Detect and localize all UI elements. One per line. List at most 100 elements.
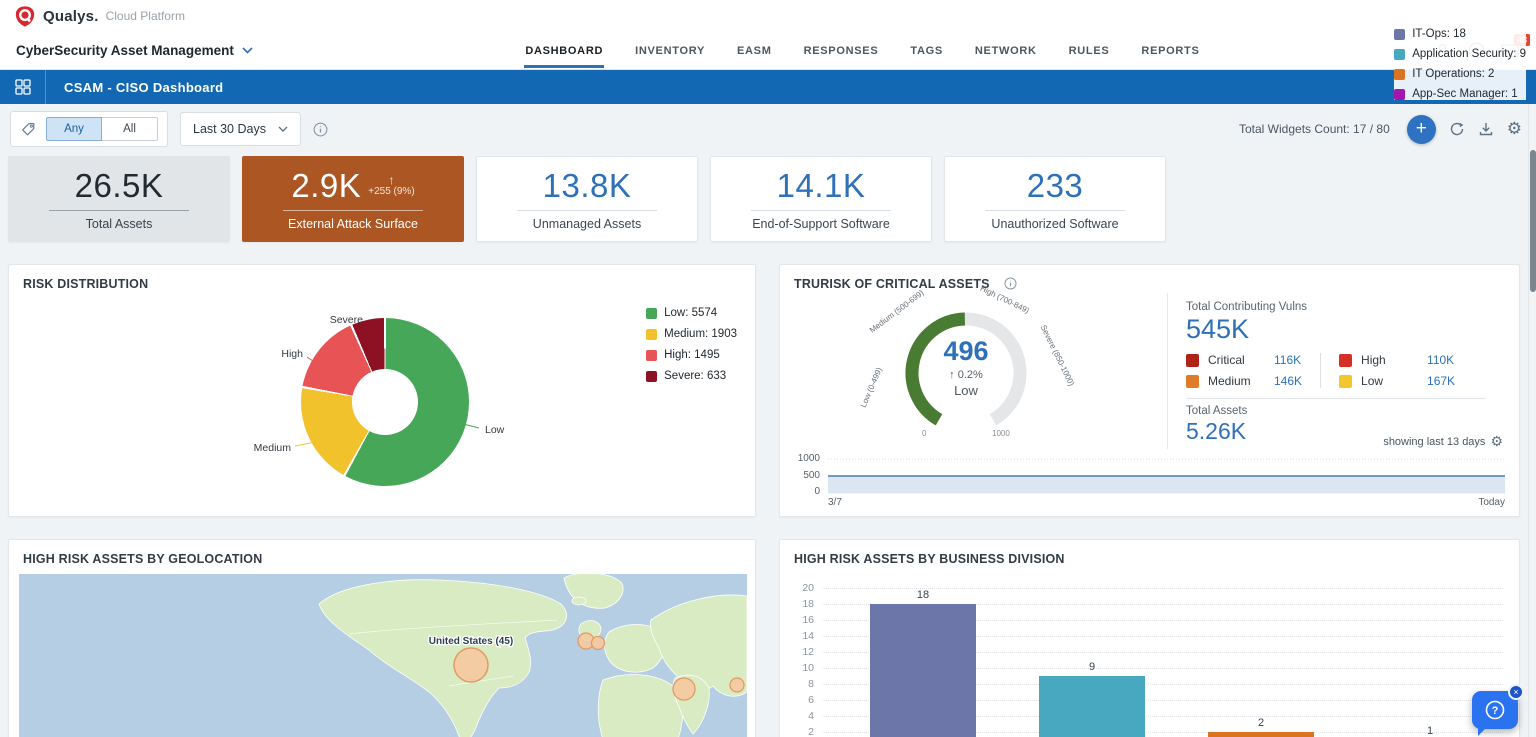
kpi-label: Total Assets (85, 217, 153, 231)
kpi-value: 13.8K (542, 167, 632, 204)
date-range-value: Last 30 Days (193, 122, 266, 136)
gridline (822, 620, 1503, 621)
risk-distribution-donut[interactable] (301, 318, 469, 486)
y-axis-tick: 10 (802, 662, 814, 674)
bar-it-ops[interactable] (870, 604, 976, 737)
showing-row: showing last 13 days ⚙ (1383, 433, 1503, 450)
kpi-end-of-support-software[interactable]: 14.1K End-of-Support Software (710, 156, 932, 242)
trurisk-gauge[interactable]: 496 ↑ 0.2% Low Low (0-499) Medium (500-6… (780, 284, 1167, 449)
vuln-legend-item: Medium 146K (1186, 374, 1302, 388)
bar-value-label: 9 (1088, 661, 1096, 673)
close-icon[interactable]: × (1508, 684, 1524, 700)
legend-swatch (646, 370, 658, 382)
legend-value: 146K (1274, 374, 1303, 388)
toolbar: Any All Last 30 Days Total Widgets Count… (0, 104, 1536, 154)
app-switcher[interactable]: CyberSecurity Asset Management (16, 43, 253, 58)
chevron-down-icon (278, 126, 288, 132)
y-axis-tick: 18 (802, 598, 814, 610)
bubble-east-asia[interactable] (729, 677, 745, 693)
nav-item-rules[interactable]: RULES (1068, 44, 1110, 57)
info-icon[interactable] (1004, 277, 1017, 290)
world-map[interactable]: United States (45) (19, 574, 747, 737)
bubble-northern-europe[interactable] (590, 635, 606, 651)
gauge-value: 496 (943, 336, 989, 366)
scrollbar-thumb[interactable] (1530, 150, 1536, 292)
bubble-label-united-states: United States (45) (429, 636, 513, 647)
risk-distribution-legend: Low: 5574 Medium: 1903 High: 1495 Severe: 6… (646, 307, 737, 382)
y-axis-tick: 0 (814, 486, 820, 497)
add-widget-button[interactable]: + (1406, 114, 1436, 144)
info-icon[interactable] (313, 122, 328, 137)
legend-item[interactable]: Low: 5574 (646, 307, 737, 319)
widgets-count: Total Widgets Count: 17 / 80 (1239, 122, 1390, 136)
legend-label: Severe: 633 (664, 370, 727, 382)
tag-filter-box: Any All (10, 111, 168, 147)
gridline (822, 652, 1503, 653)
legend-swatch (1186, 353, 1199, 367)
widget-risk-distribution: RISK DISTRIBUTION Severe High Medium Low… (8, 264, 756, 517)
up-arrow-icon: ↑ (388, 173, 395, 187)
legend-item[interactable]: High: 1495 (646, 349, 737, 361)
refresh-icon[interactable] (1449, 121, 1465, 137)
divider (283, 210, 423, 211)
legend-label: Medium (1208, 374, 1251, 388)
y-axis-tick: 12 (802, 646, 814, 658)
map-borders (348, 619, 558, 687)
settings-gear-icon[interactable]: ⚙ (1506, 119, 1522, 138)
nav-item-reports[interactable]: REPORTS (1141, 44, 1200, 57)
vuln-legend: Critical 116K Medium 146K High 110K Low 167K (1186, 353, 1505, 388)
bar-value-label: 1 (1426, 725, 1434, 737)
map-bubbles[interactable]: United States (45) (428, 632, 745, 701)
kpi-value: 26.5K (74, 167, 164, 204)
y-axis-tick: 20 (802, 582, 814, 594)
toggle-all-button[interactable]: All (102, 117, 158, 141)
donut-callout-label: Medium (254, 442, 292, 454)
nav-item-dashboard[interactable]: DASHBOARD (524, 34, 605, 68)
trend-y-axis: 1000 500 0 (792, 453, 820, 497)
kpi-value: 233 (1026, 167, 1084, 204)
bubble-india[interactable] (672, 677, 696, 701)
qualys-logo[interactable]: Qualys. Cloud Platform (14, 5, 185, 28)
vuln-legend-item: High 110K (1339, 353, 1455, 367)
legend-item[interactable]: Severe: 633 (646, 370, 737, 382)
gauge-level: Low (954, 382, 978, 398)
x-axis-start: 3/7 (828, 497, 842, 508)
legend-label: High: 1495 (664, 349, 720, 361)
nav-item-inventory[interactable]: INVENTORY (635, 44, 705, 57)
brand-platform: Cloud Platform (105, 9, 185, 23)
total-assets-label: Total Assets (1186, 405, 1248, 417)
kpi-total-assets[interactable]: 26.5K Total Assets (8, 156, 230, 242)
legend-value: 110K (1427, 353, 1455, 367)
nav-item-network[interactable]: NETWORK (974, 44, 1037, 57)
nav-row: CyberSecurity Asset Management DASHBOARD… (0, 32, 1536, 70)
y-axis-tick: 8 (808, 678, 814, 690)
bar-it-operations[interactable] (1208, 732, 1314, 737)
download-icon[interactable] (1478, 121, 1494, 137)
bar-application-security[interactable] (1039, 676, 1145, 737)
svg-text:?: ? (1492, 705, 1499, 717)
widget-geolocation: HIGH RISK ASSETS BY GEOLOCATION (8, 539, 756, 737)
nav-item-tags[interactable]: TAGS (910, 44, 943, 57)
kpi-unauthorized-software[interactable]: 233 Unauthorized Software (944, 156, 1166, 242)
trurisk-stats-panel: Total Contributing Vulns 545K Critical 11… (1167, 293, 1519, 449)
legend-item[interactable]: Medium: 1903 (646, 328, 737, 340)
vuln-legend-item: Low 167K (1339, 374, 1455, 388)
kpi-label: End-of-Support Software (752, 217, 890, 231)
y-axis-tick: 2 (808, 726, 814, 737)
kpi-external-attack-surface[interactable]: 2.9K ↑ +255 (9%) External Attack Surface (242, 156, 464, 242)
gauge-max-label: 1000 (992, 429, 1010, 438)
legend-swatch (646, 307, 658, 319)
dashboard-picker-icon[interactable] (0, 70, 46, 104)
gridline (822, 700, 1503, 701)
trend-plot[interactable] (828, 455, 1505, 495)
bubble-united-states[interactable] (453, 647, 489, 683)
date-range-dropdown[interactable]: Last 30 Days (180, 112, 301, 146)
kpi-unmanaged-assets[interactable]: 13.8K Unmanaged Assets (476, 156, 698, 242)
qualys-shield-icon (15, 5, 35, 27)
nav-item-responses[interactable]: RESPONSES (803, 44, 879, 57)
toggle-any-button[interactable]: Any (46, 117, 102, 141)
y-axis-tick: 16 (802, 614, 814, 626)
gear-icon[interactable]: ⚙ (1490, 433, 1503, 449)
help-chat-button[interactable]: ? × (1472, 684, 1524, 736)
nav-item-easm[interactable]: EASM (737, 44, 772, 57)
